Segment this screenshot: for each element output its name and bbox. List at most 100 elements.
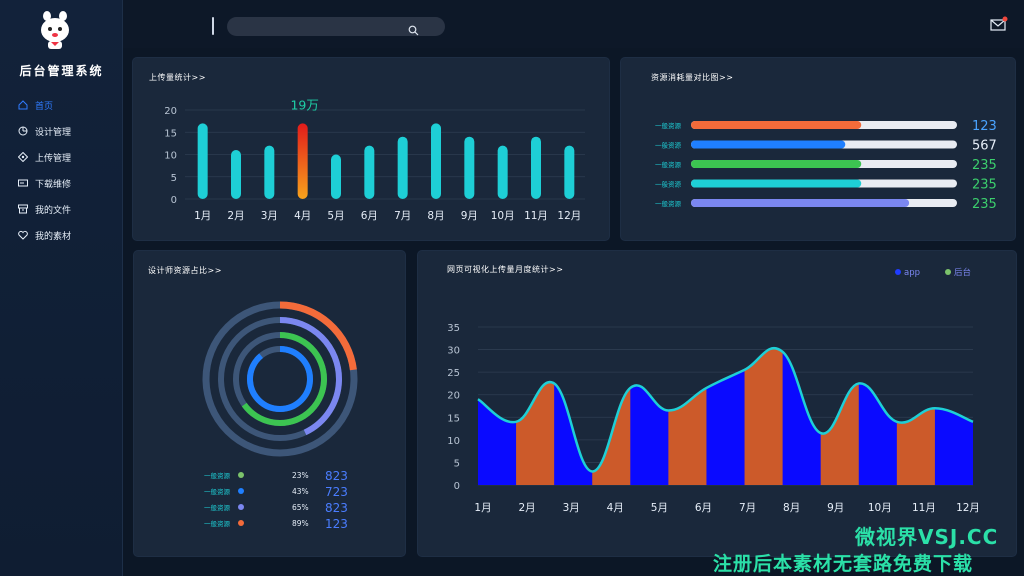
x-tick-label: 3月 — [563, 502, 580, 514]
y-tick-label: 5 — [171, 173, 177, 184]
y-tick-label: 0 — [454, 481, 460, 492]
y-tick-label: 10 — [447, 436, 460, 447]
monthly-upload-panel: 网页可视化上传量月度统计>> app 后台 0 5 10 15 20 25 30 35 1月 2月 3月… — [418, 251, 1016, 556]
bar — [397, 136, 408, 199]
bar — [197, 123, 208, 199]
row-value: 235 — [972, 197, 997, 212]
sidebar-item-home[interactable]: 首页 — [0, 92, 123, 118]
area-band — [706, 348, 746, 485]
ring-arc — [247, 346, 313, 412]
y-tick-label: 35 — [447, 323, 460, 334]
x-tick-label: 1月 — [474, 502, 491, 514]
bar-fill — [691, 179, 862, 188]
logo-icon — [38, 10, 72, 50]
x-tick-label: 3月 — [261, 210, 278, 222]
area-band — [592, 348, 631, 485]
legend-label: 一般资源 — [204, 503, 231, 512]
search-box[interactable] — [227, 17, 445, 40]
archive-icon — [18, 204, 28, 214]
search-icon[interactable] — [408, 21, 419, 36]
y-tick-label: 5 — [454, 458, 460, 469]
legend-value: 823 — [325, 501, 348, 515]
bar-fill — [691, 199, 910, 207]
home-icon — [18, 100, 28, 110]
card-icon — [18, 178, 28, 188]
y-tick-label: 0 — [171, 195, 177, 206]
x-tick-label: 6月 — [361, 210, 378, 222]
x-tick-label: 7月 — [394, 210, 411, 222]
sidebar-item-label: 下载维修 — [35, 179, 72, 190]
legend-dot — [895, 269, 901, 275]
search-input[interactable] — [227, 20, 445, 40]
x-tick-label: 4月 — [607, 502, 624, 514]
sidebar-item-download[interactable]: 下载维修 — [0, 170, 123, 196]
designer-ring-chart: 一般资源 23% 823 一般资源 43% 723 一般资源 65% 823 一般资源 89% 123 — [202, 301, 358, 531]
ring-arc — [233, 332, 327, 426]
upload-stats-panel: 上传量统计>> 0 5 10 15 20 1月 2月 3月 4月 19万 5月 6月 7月 8月 9月 10月… — [133, 58, 609, 240]
area-bands — [478, 348, 973, 485]
upload-bar-chart: 0 5 10 15 20 1月 2月 3月 4月 19万 5月 6月 7月 8月 9月 10月 11月 12月 — [164, 97, 585, 222]
mail-icon[interactable] — [990, 16, 1008, 32]
row-label: 一般资源 — [655, 160, 682, 169]
watermark-line1: 微视界VSJ.CC — [855, 525, 999, 549]
legend-dot — [238, 488, 244, 494]
x-tick-label: 2月 — [227, 210, 244, 222]
row-label: 一般资源 — [655, 199, 682, 208]
legend-label: 一般资源 — [204, 471, 231, 480]
x-tick-label: 8月 — [427, 210, 444, 222]
sidebar-item-label: 上传管理 — [35, 153, 72, 164]
x-tick-label: 12月 — [956, 502, 980, 514]
sidebar-item-label: 首页 — [35, 101, 54, 112]
panel-title: 资源消耗量对比图>> — [651, 73, 734, 82]
bar — [564, 145, 575, 199]
x-tick-label: 1月 — [194, 210, 211, 222]
x-tick-label: 6月 — [695, 502, 712, 514]
area-band — [478, 348, 517, 485]
monthly-area-chart: app 后台 0 5 10 15 20 25 30 35 1月 2月 3月 4月 5月 6月 7月 8月 9月 10月… — [447, 267, 980, 514]
y-tick-label: 10 — [164, 151, 177, 162]
sidebar-item-design[interactable]: 设计管理 — [0, 118, 123, 144]
ring-arc — [202, 301, 358, 457]
row-label: 一般资源 — [655, 141, 682, 150]
x-tick-label: 9月 — [461, 210, 478, 222]
x-tick-label: 7月 — [739, 502, 756, 514]
x-tick-label: 11月 — [524, 210, 548, 222]
ring-arc — [218, 317, 342, 441]
y-tick-label: 30 — [447, 346, 460, 357]
x-tick-label: 10月 — [868, 502, 892, 514]
legend-percent: 89% — [292, 519, 309, 528]
bar — [497, 145, 508, 199]
bar — [364, 145, 375, 199]
x-tick-label: 4月 — [294, 210, 311, 222]
x-tick-label: 5月 — [327, 210, 344, 222]
panel-title: 设计师资源占比>> — [148, 266, 222, 275]
x-tick-label: 10月 — [491, 210, 515, 222]
legend-label: app — [904, 268, 920, 278]
y-tick-label: 15 — [447, 413, 460, 424]
row-label: 一般资源 — [655, 180, 682, 189]
pie-icon — [18, 126, 28, 136]
panel-title: 上传量统计>> — [149, 73, 206, 82]
designer-ratio-panel: 设计师资源占比>> 一般资源 23% 823 一般资源 43% 723 一般资源 65% 823… — [134, 251, 405, 556]
area-band — [820, 348, 860, 485]
y-tick-label: 20 — [164, 106, 177, 117]
bar-fill — [691, 121, 862, 129]
highlight-label: 19万 — [290, 97, 318, 112]
sidebar-item-materials[interactable]: 我的素材 — [0, 222, 123, 248]
sidebar-item-upload[interactable]: 上传管理 — [0, 144, 123, 170]
row-value: 235 — [972, 158, 997, 173]
area-band — [554, 348, 593, 485]
bar — [531, 136, 541, 199]
bar — [431, 123, 441, 199]
sidebar-item-files[interactable]: 我的文件 — [0, 196, 123, 222]
legend-percent: 65% — [292, 503, 309, 512]
x-tick-label: 2月 — [518, 502, 535, 514]
row-value: 235 — [972, 178, 997, 193]
legend-label: 一般资源 — [204, 519, 231, 528]
legend-percent: 43% — [292, 487, 309, 496]
area-band — [896, 348, 936, 485]
legend-label: 后台 — [954, 267, 971, 278]
row-label: 一般资源 — [655, 121, 682, 130]
y-tick-label: 15 — [164, 128, 177, 139]
app-title: 后台管理系统 — [19, 64, 104, 78]
